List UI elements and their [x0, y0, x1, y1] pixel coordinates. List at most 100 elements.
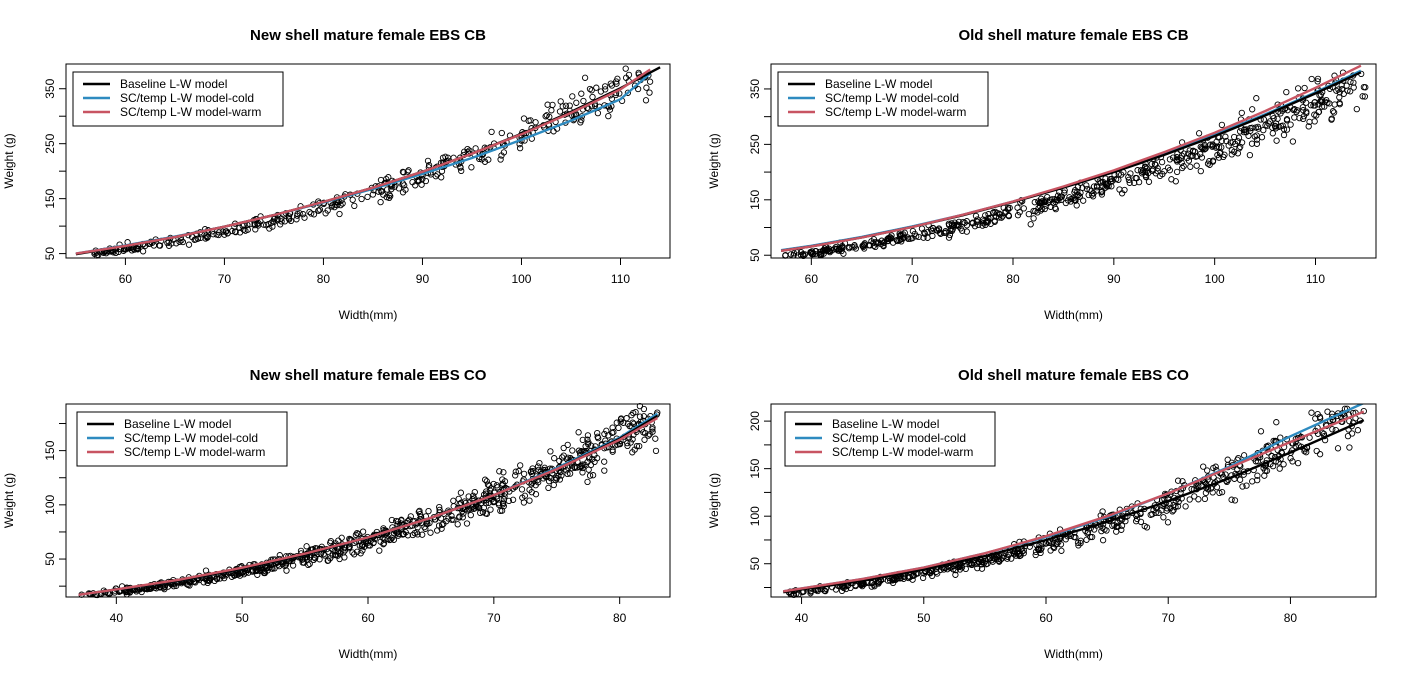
scatter-point — [942, 228, 949, 235]
scatter-point — [204, 234, 211, 241]
scatter-point — [1137, 518, 1145, 526]
scatter-point — [1344, 432, 1352, 440]
scatter-point — [1283, 117, 1291, 124]
scatter-point — [984, 217, 991, 224]
scatter-point — [1234, 138, 1241, 145]
scatter-point — [375, 188, 382, 195]
scatter-point — [978, 565, 986, 572]
scatter-point — [278, 218, 285, 225]
plot-frame — [65, 63, 671, 259]
scatter-point — [1050, 544, 1058, 552]
scatter-point — [1308, 75, 1315, 83]
scatter-point — [575, 429, 582, 436]
scatter-point — [591, 102, 599, 109]
scatter-point — [411, 529, 418, 537]
scatter-point — [1020, 547, 1027, 554]
scatter-point — [1283, 126, 1291, 133]
scatter-point — [586, 85, 594, 93]
scatter-point — [624, 439, 631, 447]
scatter-point — [1058, 547, 1065, 554]
scatter-point — [866, 242, 874, 249]
scatter-point — [1305, 123, 1312, 130]
scatter-point — [584, 432, 592, 439]
scatter-point — [979, 222, 986, 229]
scatter-point — [962, 565, 969, 573]
scatter-point — [1222, 133, 1229, 140]
scatter-point — [239, 569, 246, 576]
scatter-point — [1303, 449, 1310, 456]
scatter-point — [210, 231, 217, 238]
scatter-point — [573, 99, 580, 106]
chart-panel-3: New shell mature female EBS CO Width(mm) W… — [2, 367, 671, 661]
scatter-point — [236, 570, 244, 577]
scatter-point — [377, 198, 384, 206]
scatter-point — [525, 117, 532, 124]
scatter-point — [1008, 555, 1015, 562]
scatter-point — [266, 225, 273, 232]
scatter-point — [202, 567, 210, 574]
scatter-point — [545, 484, 552, 492]
scatter-point — [358, 195, 365, 203]
scatter-point — [622, 65, 629, 72]
scatter-point — [263, 221, 270, 229]
scatter-point — [1289, 138, 1297, 145]
scatter-point — [816, 248, 824, 256]
scatter-point — [315, 207, 322, 214]
scatter-point — [1042, 202, 1049, 209]
chart-title: New shell mature female EBS CB — [250, 27, 486, 44]
scatter-point — [1215, 154, 1223, 161]
scatter-point — [1301, 84, 1308, 92]
legend-label: SC/temp L-W model-warm — [832, 445, 973, 459]
scatter-point — [419, 531, 426, 538]
scatter-point — [901, 229, 908, 236]
legend-label: SC/temp L-W model-cold — [124, 431, 258, 445]
legend-label: SC/temp L-W model-cold — [120, 91, 254, 105]
scatter-point — [1099, 508, 1106, 515]
scatter-point — [1273, 419, 1280, 426]
x-tick-label: 70 — [1162, 611, 1176, 625]
scatter-point — [609, 424, 616, 431]
scatter-point — [963, 218, 970, 225]
scatter-point — [1314, 78, 1321, 85]
scatter-point — [294, 210, 301, 217]
x-tick-label: 60 — [361, 611, 375, 625]
scatter-point — [1174, 477, 1182, 484]
scatter-point — [298, 556, 306, 563]
y-tick-label: 50 — [43, 247, 57, 261]
scatter-point — [542, 113, 549, 120]
scatter-point — [935, 226, 943, 233]
scatter-point — [457, 164, 464, 171]
scatter-point — [376, 547, 383, 554]
scatter-point — [884, 237, 891, 245]
scatter-point — [1154, 165, 1161, 172]
scatter-point — [593, 84, 600, 91]
scatter-point — [623, 415, 630, 422]
scatter-point — [875, 580, 882, 587]
scatter-point — [456, 513, 463, 520]
scatter-point — [1289, 458, 1296, 465]
scatter-point — [388, 185, 395, 193]
scatter-point — [1201, 495, 1209, 503]
scatter-point — [316, 556, 323, 563]
scatter-point — [1257, 428, 1265, 435]
scatter-point — [345, 544, 352, 552]
scatter-point — [617, 418, 624, 425]
scatter-point — [534, 463, 542, 470]
scatter-point — [1218, 488, 1226, 496]
y-tick-label: 50 — [748, 557, 762, 571]
x-tick-label: 80 — [1284, 611, 1298, 625]
scatter-point — [1174, 503, 1182, 510]
scatter-point — [955, 218, 963, 226]
scatter-point — [497, 507, 504, 514]
scatter-point — [955, 563, 963, 570]
scatter-point — [1228, 496, 1235, 503]
scatter-point — [915, 233, 922, 241]
scatter-point — [526, 497, 533, 504]
scatter-point — [1166, 156, 1174, 163]
scatter-point — [306, 560, 313, 568]
scatter-point — [465, 493, 472, 500]
scatter-point — [832, 243, 840, 251]
scatter-point — [826, 248, 834, 256]
scatter-point — [996, 210, 1003, 217]
